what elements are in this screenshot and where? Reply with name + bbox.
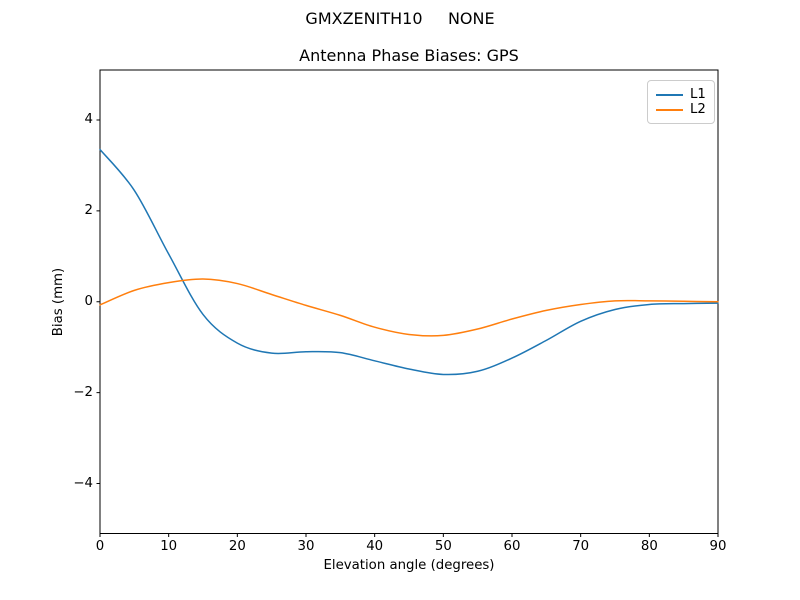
legend-line-sample-L1 — [656, 93, 683, 96]
legend-line-sample-L2 — [656, 108, 683, 111]
x-tick-label: 70 — [572, 539, 590, 554]
y-tick-label: 0 — [84, 293, 93, 309]
series-line-L2 — [99, 278, 719, 337]
y-tick-label: 2 — [84, 202, 93, 218]
legend: L1 L2 — [647, 80, 715, 124]
legend-entry-L1: L1 — [656, 87, 706, 102]
axes-spines — [99, 69, 719, 534]
legend-label-L2: L2 — [690, 102, 706, 117]
legend-label-L1: L1 — [690, 87, 706, 102]
x-tick-label: 80 — [640, 539, 658, 554]
x-axis-label: Elevation angle (degrees) — [323, 558, 495, 573]
x-tick-label: 20 — [228, 539, 246, 554]
x-tick-label: 50 — [434, 539, 452, 554]
x-tick-label: 30 — [297, 539, 315, 554]
legend-entry-L2: L2 — [656, 102, 706, 117]
y-tick-label: −4 — [73, 475, 93, 491]
x-tick-label: 40 — [366, 539, 384, 554]
x-tick-label: 60 — [503, 539, 521, 554]
x-tick-label: 0 — [95, 539, 105, 554]
x-tick-label: 10 — [160, 539, 178, 554]
y-tick-label: −2 — [73, 384, 93, 400]
x-tick-label: 90 — [709, 539, 727, 554]
series-line-L1 — [99, 148, 719, 376]
y-tick-label: 4 — [84, 111, 93, 127]
axes-title: Antenna Phase Biases: GPS — [299, 46, 519, 65]
figure-suptitle: GMXZENITH10 NONE — [305, 9, 495, 28]
